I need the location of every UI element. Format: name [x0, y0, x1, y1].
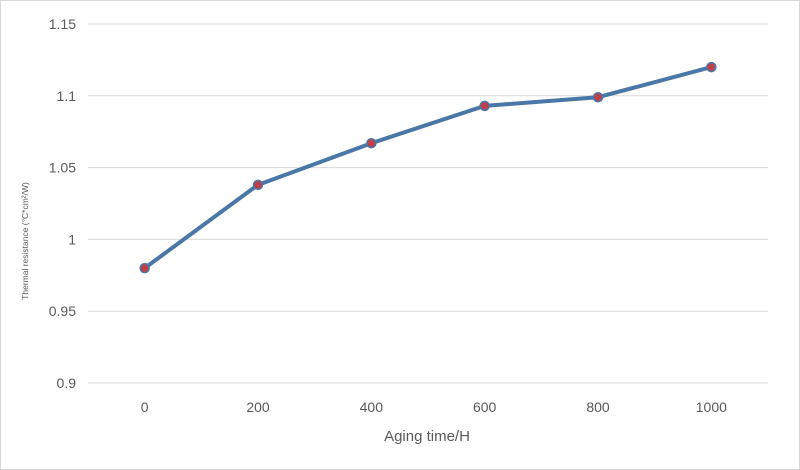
y-tick-label: 1.05 [49, 160, 76, 176]
data-point [592, 91, 604, 103]
x-tick-label: 800 [586, 399, 610, 415]
x-tick-label: 200 [246, 399, 270, 415]
y-tick-label: 1.1 [57, 88, 77, 104]
data-point [139, 262, 150, 274]
x-tick-label: 400 [360, 399, 384, 415]
x-tick-label: 0 [141, 399, 149, 415]
x-axis-ticks: 0 200 400 600 800 1000 [141, 399, 727, 415]
data-point [252, 179, 264, 191]
data-point [479, 100, 490, 112]
y-tick-label: 1 [68, 231, 76, 247]
data-point [366, 137, 377, 149]
data-point [706, 61, 717, 73]
x-tick-label: 1000 [696, 399, 727, 415]
y-axis-title: Thermal resistance (°C*cm²/W) [20, 182, 30, 300]
gridlines [88, 23, 768, 384]
series-layer [139, 61, 717, 274]
y-axis-ticks: 0.9 0.95 1 1.05 1.1 1.15 [49, 16, 76, 391]
y-tick-label: 0.95 [49, 303, 76, 319]
series-line [142, 65, 714, 271]
x-tick-label: 600 [473, 399, 497, 415]
y-tick-label: 0.9 [57, 375, 77, 391]
y-tick-label: 1.15 [49, 16, 76, 32]
x-axis-title: Aging time/H [384, 428, 470, 445]
